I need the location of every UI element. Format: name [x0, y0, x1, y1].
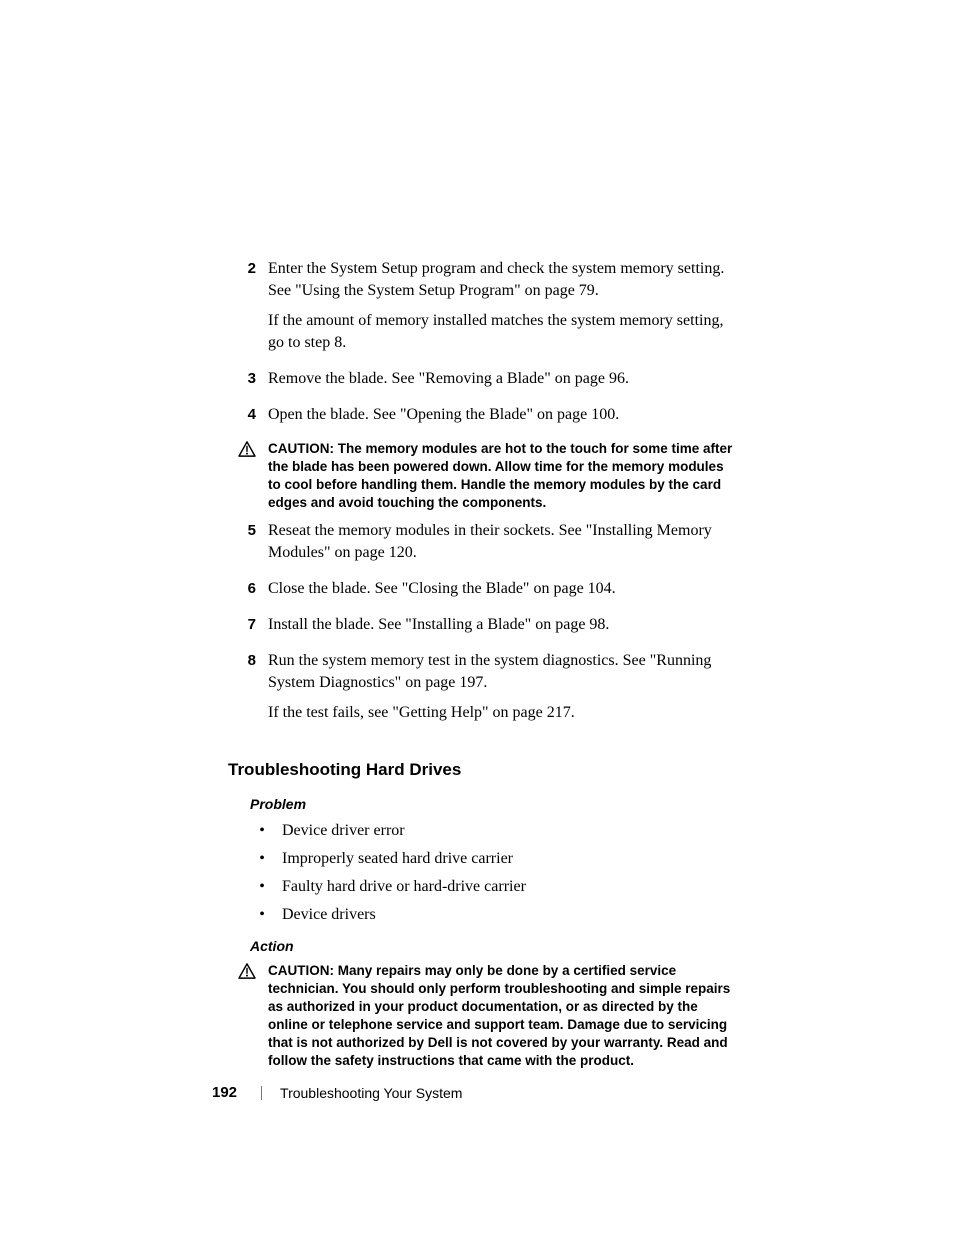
bullet-icon: •: [228, 820, 282, 842]
step-number: 5: [228, 520, 268, 542]
step-number: 2: [228, 258, 268, 280]
step-text: Install the blade. See "Installing a Bla…: [268, 614, 734, 636]
step-7: 7 Install the blade. See "Installing a B…: [228, 614, 734, 644]
list-item: • Device driver error: [228, 820, 734, 842]
step-text: If the test fails, see "Getting Help" on…: [268, 702, 734, 724]
step-5: 5 Reseat the memory modules in their soc…: [228, 520, 734, 572]
caution-body: Many repairs may only be done by a certi…: [268, 963, 730, 1068]
bullet-text: Device driver error: [282, 820, 734, 842]
caution-label: CAUTION:: [268, 441, 338, 456]
step-body: Reseat the memory modules in their socke…: [268, 520, 734, 572]
footer-separator: [261, 1086, 262, 1100]
caution-text: CAUTION: Many repairs may only be done b…: [268, 962, 734, 1070]
list-item: • Device drivers: [228, 904, 734, 926]
caution-icon: [228, 962, 268, 984]
caution-icon: [228, 440, 268, 462]
action-heading: Action: [250, 938, 734, 954]
problem-heading: Problem: [250, 796, 734, 812]
step-body: Close the blade. See "Closing the Blade"…: [268, 578, 734, 608]
page-number: 192: [212, 1084, 237, 1101]
step-text: Reseat the memory modules in their socke…: [268, 520, 734, 564]
bullet-icon: •: [228, 904, 282, 926]
step-4: 4 Open the blade. See "Opening the Blade…: [228, 404, 734, 434]
page-footer: 192 Troubleshooting Your System: [212, 1084, 462, 1101]
step-number: 3: [228, 368, 268, 390]
footer-chapter: Troubleshooting Your System: [280, 1085, 462, 1101]
bullet-text: Faulty hard drive or hard-drive carrier: [282, 876, 734, 898]
list-item: • Faulty hard drive or hard-drive carrie…: [228, 876, 734, 898]
step-6: 6 Close the blade. See "Closing the Blad…: [228, 578, 734, 608]
step-text: If the amount of memory installed matche…: [268, 310, 734, 354]
step-8: 8 Run the system memory test in the syst…: [228, 650, 734, 732]
step-text: Close the blade. See "Closing the Blade"…: [268, 578, 734, 600]
caution-block: CAUTION: Many repairs may only be done b…: [228, 962, 734, 1070]
list-item: • Improperly seated hard drive carrier: [228, 848, 734, 870]
step-number: 4: [228, 404, 268, 426]
step-body: Open the blade. See "Opening the Blade" …: [268, 404, 734, 434]
caution-text: CAUTION: The memory modules are hot to t…: [268, 440, 734, 512]
bullet-text: Improperly seated hard drive carrier: [282, 848, 734, 870]
step-text: Enter the System Setup program and check…: [268, 258, 734, 302]
section-heading: Troubleshooting Hard Drives: [228, 760, 734, 780]
step-text: Remove the blade. See "Removing a Blade"…: [268, 368, 734, 390]
step-body: Run the system memory test in the system…: [268, 650, 734, 732]
caution-label: CAUTION:: [268, 963, 338, 978]
content-area: 2 Enter the System Setup program and che…: [228, 258, 734, 1070]
bullet-icon: •: [228, 848, 282, 870]
problem-list: • Device driver error • Improperly seate…: [228, 820, 734, 926]
caution-block: CAUTION: The memory modules are hot to t…: [228, 440, 734, 512]
step-number: 8: [228, 650, 268, 672]
step-2: 2 Enter the System Setup program and che…: [228, 258, 734, 362]
step-text: Run the system memory test in the system…: [268, 650, 734, 694]
page: 2 Enter the System Setup program and che…: [0, 0, 954, 1235]
caution-body: The memory modules are hot to the touch …: [268, 441, 732, 510]
bullet-icon: •: [228, 876, 282, 898]
bullet-text: Device drivers: [282, 904, 734, 926]
step-body: Install the blade. See "Installing a Bla…: [268, 614, 734, 644]
step-3: 3 Remove the blade. See "Removing a Blad…: [228, 368, 734, 398]
step-number: 6: [228, 578, 268, 600]
step-number: 7: [228, 614, 268, 636]
step-body: Enter the System Setup program and check…: [268, 258, 734, 362]
step-text: Open the blade. See "Opening the Blade" …: [268, 404, 734, 426]
step-body: Remove the blade. See "Removing a Blade"…: [268, 368, 734, 398]
